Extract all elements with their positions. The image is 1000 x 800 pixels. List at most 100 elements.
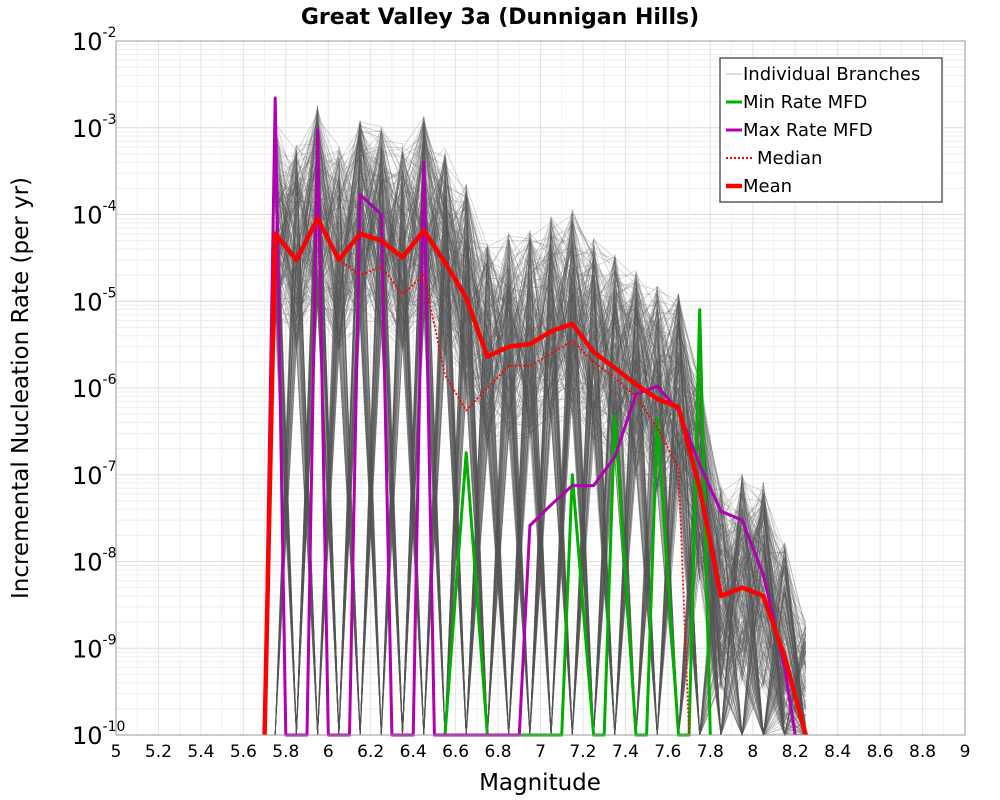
branch-line xyxy=(274,159,806,736)
branch-line xyxy=(274,141,806,736)
branch-line xyxy=(274,181,807,736)
legend-label: Max Rate MFD xyxy=(743,120,873,141)
branch-line xyxy=(274,143,806,736)
branch-line xyxy=(275,190,807,736)
y-tick-labels: 10-10 10-9 10-8 10-7 10-6 10-5 10-4 10-3 10-2 xyxy=(72,25,125,750)
branch-line xyxy=(274,134,807,736)
branch-line xyxy=(274,120,807,736)
branch-line xyxy=(274,154,807,736)
branch-line xyxy=(274,170,807,736)
branch-line xyxy=(274,143,806,736)
branch-line xyxy=(274,139,807,736)
branch-line xyxy=(275,142,807,736)
branch-line xyxy=(274,115,807,736)
branch-line xyxy=(274,186,807,736)
branch-line xyxy=(274,157,807,736)
branch-line xyxy=(274,121,807,736)
branch-line xyxy=(274,111,807,736)
branch-line xyxy=(275,151,807,737)
branch-line xyxy=(274,157,807,736)
branch-line xyxy=(274,167,806,736)
branch-line xyxy=(274,156,806,736)
y-tick-label: 10-7 xyxy=(72,459,117,490)
branch-line xyxy=(275,140,807,736)
branch-line xyxy=(274,134,806,736)
branch-line xyxy=(275,120,806,736)
x-tick-label: 8 xyxy=(747,742,758,762)
branch-line xyxy=(274,120,806,736)
branch-line xyxy=(274,155,807,736)
branch-line xyxy=(274,119,807,736)
branch-line xyxy=(274,168,807,736)
branch-line xyxy=(275,149,806,736)
branch-line xyxy=(274,139,807,736)
branch-line xyxy=(274,116,807,737)
y-tick-label: 10-10 xyxy=(72,719,125,750)
branch-line xyxy=(274,122,807,736)
branch-line xyxy=(274,141,807,736)
branch-line xyxy=(274,130,807,736)
branch-line xyxy=(274,147,807,736)
branch-line xyxy=(274,152,807,736)
branch-line xyxy=(275,171,806,736)
branch-line xyxy=(274,151,807,736)
branch-line xyxy=(274,149,807,736)
branch-line xyxy=(274,134,807,736)
branch-line xyxy=(274,117,807,736)
branch-line xyxy=(274,148,807,736)
branch-line xyxy=(274,149,806,736)
legend-label: Min Rate MFD xyxy=(743,92,867,113)
y-tick-label: 10-9 xyxy=(72,632,117,663)
series-max-rate-mfd xyxy=(263,96,797,737)
branch-line xyxy=(274,158,806,736)
branch-line xyxy=(274,120,807,736)
branch-line xyxy=(274,124,807,736)
y-axis-label: Incremental Nucleation Rate (per yr) xyxy=(8,177,34,599)
x-tick-label: 6 xyxy=(323,742,334,762)
branch-line xyxy=(275,156,807,736)
branch-line xyxy=(275,118,807,736)
x-tick-label: 8.2 xyxy=(782,742,809,762)
branch-line xyxy=(274,170,807,736)
branch-line xyxy=(274,142,807,736)
y-tick-label: 10-5 xyxy=(72,285,117,316)
branch-line xyxy=(274,128,807,736)
branch-line xyxy=(274,142,807,736)
branch-line xyxy=(275,126,807,736)
branch-line xyxy=(274,146,806,736)
branch-line xyxy=(274,170,807,736)
x-tick-label: 6.8 xyxy=(485,742,512,762)
branch-line xyxy=(274,149,807,736)
branch-line xyxy=(274,122,807,736)
branch-line xyxy=(274,177,807,737)
branch-line xyxy=(274,188,807,737)
branch-line xyxy=(274,157,806,736)
branch-line xyxy=(274,158,807,736)
branch-line xyxy=(275,188,807,736)
x-tick-label: 6.2 xyxy=(357,742,384,762)
x-axis-label: Magnitude xyxy=(479,770,601,796)
branch-line xyxy=(274,131,807,736)
branch-line xyxy=(274,192,807,736)
x-tick-label: 7.2 xyxy=(569,742,596,762)
y-tick-label: 10-8 xyxy=(72,546,117,577)
branch-line xyxy=(275,138,807,736)
branch-line xyxy=(274,130,807,736)
branch-line xyxy=(274,147,807,736)
branch-line xyxy=(274,145,807,736)
branch-line xyxy=(274,203,806,736)
branch-line xyxy=(275,160,806,736)
legend-label: Mean xyxy=(743,176,792,197)
branch-line xyxy=(274,156,806,736)
branch-line xyxy=(274,151,806,736)
branch-line xyxy=(274,147,807,736)
branch-line xyxy=(274,151,807,736)
branch-line xyxy=(274,126,807,737)
branch-line xyxy=(274,124,806,736)
branch-line xyxy=(274,201,807,737)
y-tick-label: 10-4 xyxy=(72,199,117,230)
y-tick-label: 10-6 xyxy=(72,372,117,403)
branch-line xyxy=(274,193,807,736)
branch-line xyxy=(274,135,807,736)
x-tick-label: 6.6 xyxy=(442,742,469,762)
